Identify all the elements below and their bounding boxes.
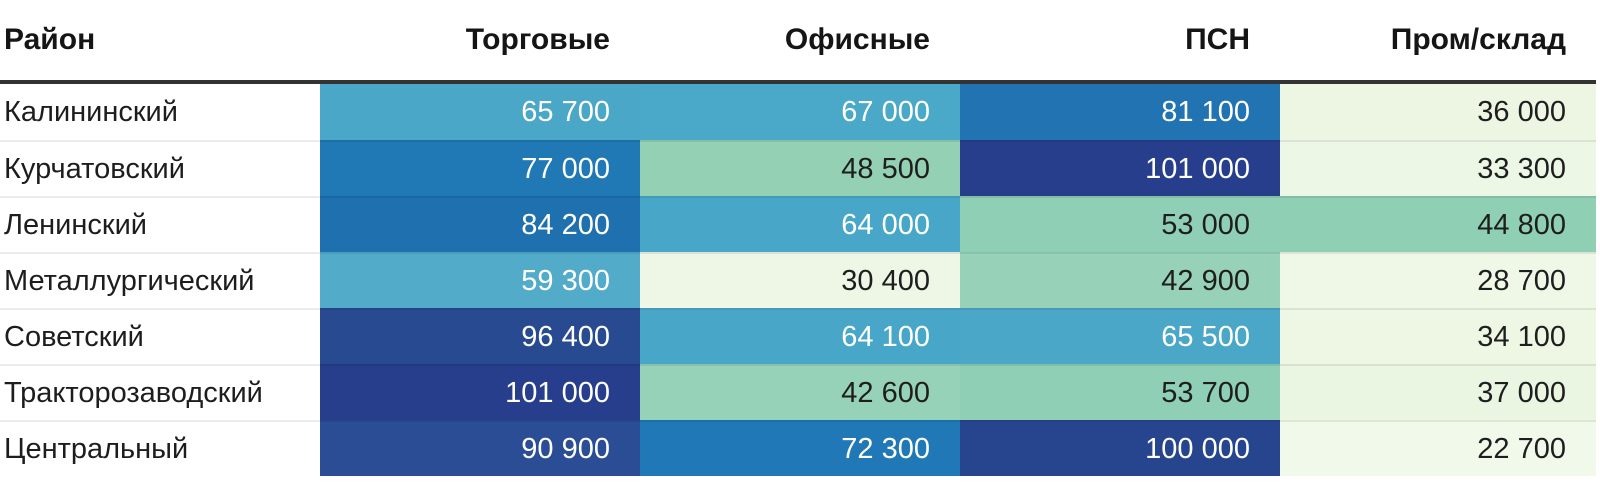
value-cell: 28 700 — [1280, 252, 1596, 308]
column-header-office: Офисные — [784, 23, 930, 56]
value-cell: 33 300 — [1280, 140, 1596, 196]
value-cell: 22 700 — [1280, 420, 1596, 476]
district-label: Металлургический — [0, 252, 320, 308]
district-label: Центральный — [0, 420, 320, 476]
column-header-retail: Торговые — [465, 23, 610, 56]
value-cell: 65 700 — [320, 84, 640, 140]
district-label: Ленинский — [0, 196, 320, 252]
value-cell: 59 300 — [320, 252, 640, 308]
value-cell: 90 900 — [320, 420, 640, 476]
value-cell: 101 000 — [320, 364, 640, 420]
value-cell: 65 500 — [960, 308, 1280, 364]
value-cell: 72 300 — [640, 420, 960, 476]
table-row: Тракторозаводский 101 000 42 600 53 700 … — [0, 364, 1596, 420]
value-cell: 64 000 — [640, 196, 960, 252]
table-row: Советский 96 400 64 100 65 500 34 100 — [0, 308, 1596, 364]
table-row: Центральный 90 900 72 300 100 000 22 700 — [0, 420, 1596, 476]
value-cell: 67 000 — [640, 84, 960, 140]
value-cell: 100 000 — [960, 420, 1280, 476]
value-cell: 64 100 — [640, 308, 960, 364]
value-cell: 30 400 — [640, 252, 960, 308]
value-cell: 77 000 — [320, 140, 640, 196]
value-cell: 48 500 — [640, 140, 960, 196]
value-cell: 37 000 — [1280, 364, 1596, 420]
table-row: Ленинский 84 200 64 000 53 000 44 800 — [0, 196, 1596, 252]
heatmap-table: Район Торговые Офисные ПСН Пром/склад Ка… — [0, 0, 1596, 476]
value-cell: 81 100 — [960, 84, 1280, 140]
value-cell: 53 700 — [960, 364, 1280, 420]
value-cell: 36 000 — [1280, 84, 1596, 140]
value-cell: 42 600 — [640, 364, 960, 420]
value-cell: 53 000 — [960, 196, 1280, 252]
column-header-psn: ПСН — [1185, 23, 1250, 56]
table-row: Курчатовский 77 000 48 500 101 000 33 30… — [0, 140, 1596, 196]
value-cell: 34 100 — [1280, 308, 1596, 364]
value-cell: 84 200 — [320, 196, 640, 252]
column-header-district: Район — [4, 23, 96, 56]
district-label: Калининский — [0, 84, 320, 140]
table-row: Металлургический 59 300 30 400 42 900 28… — [0, 252, 1596, 308]
table-body: Калининский 65 700 67 000 81 100 36 000 … — [0, 84, 1596, 476]
value-cell: 42 900 — [960, 252, 1280, 308]
column-header-industrial: Пром/склад — [1390, 23, 1566, 56]
header-row: Район Торговые Офисные ПСН Пром/склад — [0, 0, 1596, 84]
district-label: Советский — [0, 308, 320, 364]
table-row: Калининский 65 700 67 000 81 100 36 000 — [0, 84, 1596, 140]
district-label: Тракторозаводский — [0, 364, 320, 420]
value-cell: 96 400 — [320, 308, 640, 364]
district-label: Курчатовский — [0, 140, 320, 196]
value-cell: 44 800 — [1280, 196, 1596, 252]
value-cell: 101 000 — [960, 140, 1280, 196]
